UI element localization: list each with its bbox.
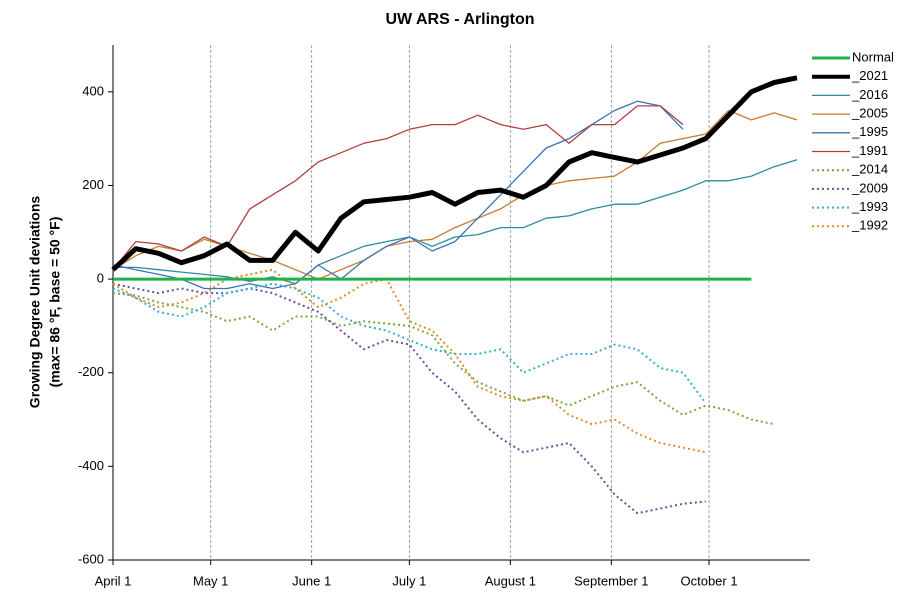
legend-label: _1992	[851, 218, 888, 233]
y-tick-label: -200	[78, 364, 104, 379]
legend-label: _2009	[851, 180, 888, 195]
x-tick-label: September 1	[574, 573, 648, 588]
legend-label: Normal	[852, 49, 894, 64]
y-tick-label: -600	[78, 551, 104, 566]
legend-label: _2014	[851, 162, 888, 177]
series-line	[112, 292, 775, 426]
series-line	[112, 100, 684, 290]
y-tick-label: 400	[82, 83, 104, 98]
chart-title: UW ARS - Arlington	[385, 11, 534, 28]
series-line	[112, 109, 798, 280]
x-tick-label: August 1	[485, 573, 536, 588]
x-tick-label: April 1	[95, 573, 132, 588]
y-tick-label: 200	[82, 177, 104, 192]
x-tick-label: May 1	[193, 573, 228, 588]
y-tick-label: 0	[97, 271, 104, 286]
x-tick-label: July 1	[392, 573, 426, 588]
legend-label: _2016	[851, 87, 888, 102]
legend-label: _2021	[851, 68, 888, 83]
series-line	[112, 105, 684, 271]
y-axis-label: Growing Degree Unit deviations	[27, 196, 43, 409]
series-line	[111, 75, 798, 272]
y-axis-label: (max= 86 °F, base = 50 °F)	[47, 217, 63, 388]
legend-label: _1991	[851, 143, 888, 158]
legend-label: _2005	[851, 106, 888, 121]
legend-label: _1995	[851, 124, 888, 139]
series-line	[112, 282, 706, 515]
x-tick-label: October 1	[680, 573, 737, 588]
legend-label: _1993	[851, 199, 888, 214]
x-tick-label: June 1	[292, 573, 331, 588]
y-tick-label: -400	[78, 458, 104, 473]
series-line	[113, 159, 798, 285]
